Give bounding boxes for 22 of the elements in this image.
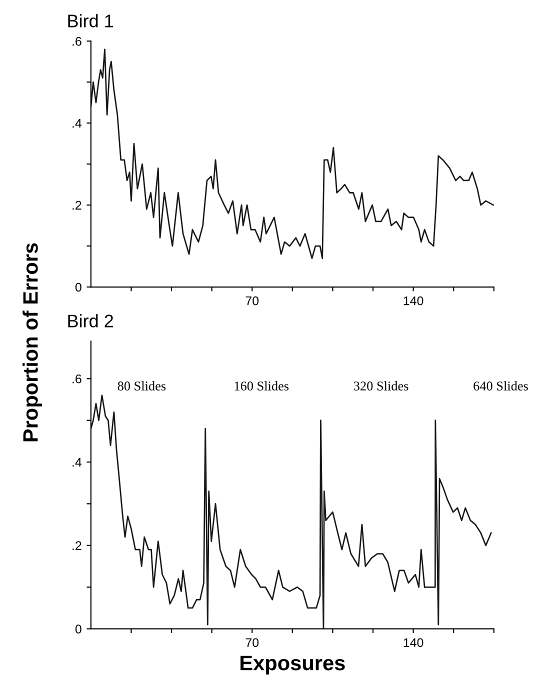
line-series <box>90 394 492 629</box>
x-tick-label: 140 <box>404 296 424 306</box>
y-tick-label: .2 <box>72 200 82 210</box>
line-series <box>90 48 494 260</box>
x-axis-title: Exposures <box>240 656 345 674</box>
x-tick-label: 140 <box>404 638 424 648</box>
y-tick-label: .2 <box>72 541 82 550</box>
annotation: 640 Slides <box>474 381 528 390</box>
x-tick-label: 70 <box>246 296 259 306</box>
y-tick-label: 0 <box>75 624 82 634</box>
chart-title: Bird 1 <box>68 14 114 28</box>
y-axis-title: Proportion of Errors <box>22 243 42 442</box>
x-tick-label: 70 <box>246 638 259 648</box>
annotation: 80 Slides <box>118 381 166 390</box>
chart-title: Bird 2 <box>68 314 114 328</box>
y-tick-label: .4 <box>72 119 82 128</box>
y-tick-label: 0 <box>75 282 82 292</box>
annotation: 160 Slides <box>234 381 289 390</box>
y-tick-label: .6 <box>72 36 82 46</box>
annotation: 320 Slides <box>354 381 408 390</box>
y-tick-label: .6 <box>72 374 82 384</box>
y-tick-label: .4 <box>72 458 82 467</box>
